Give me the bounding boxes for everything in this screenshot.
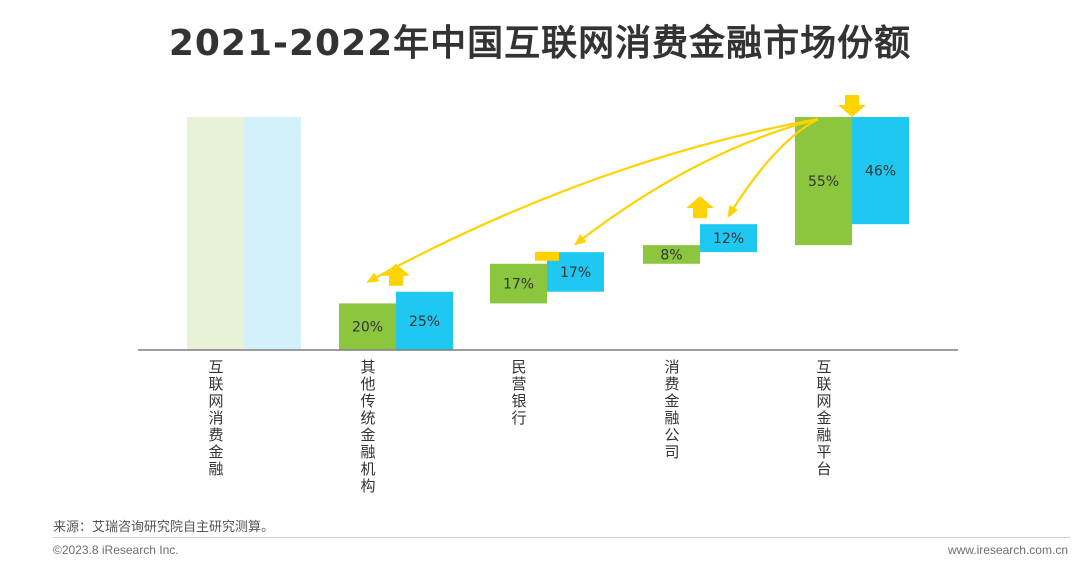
- category-label-2: 民营银行: [511, 358, 526, 427]
- bar-2022-3: [700, 224, 757, 253]
- data-label-2021-1: 20%: [352, 320, 383, 336]
- increase-arrow-icon-3: [686, 196, 714, 219]
- website-link[interactable]: www.iresearch.com.cn: [947, 543, 1068, 557]
- data-labels: 20% 25% 17% 17% 8% 12% 55% 46%: [352, 164, 896, 336]
- decrease-arrow-icon-4: [838, 95, 866, 117]
- data-label-2021-2: 17%: [503, 277, 534, 293]
- bar-2021-3: [643, 245, 700, 264]
- flow-arrow-3: [727, 118, 819, 218]
- chart-title: 2021-2022年中国互联网消费金融市场份额: [168, 23, 912, 64]
- source-note: 来源：艾瑞咨询研究院自主研究测算。: [53, 520, 275, 535]
- footer-divider: [53, 537, 1070, 538]
- data-label-2021-3: 8%: [660, 247, 682, 263]
- data-label-2021-4: 55%: [808, 174, 839, 190]
- bar-2022-1: [396, 291, 453, 350]
- data-label-2022-1: 25%: [409, 314, 440, 330]
- data-label-2022-2: 17%: [560, 265, 591, 281]
- bar-2022-0: [244, 117, 301, 350]
- data-label-2022-4: 46%: [865, 164, 896, 180]
- copyright-text: ©2023.8 iResearch Inc.: [53, 543, 179, 557]
- bar-2021-4: [795, 117, 852, 246]
- change-indicators: [382, 95, 866, 286]
- bars-layer: [187, 117, 909, 350]
- bar-2021-0: [187, 117, 244, 350]
- flow-arrows: [366, 117, 819, 283]
- increase-arrow-icon-1: [382, 263, 410, 286]
- category-label-4: 互联网金融平台: [816, 358, 831, 478]
- bar-2021-2: [490, 263, 547, 304]
- bar-2021-1: [339, 303, 396, 350]
- category-label-3: 消费金融公司: [664, 358, 679, 461]
- flow-arrow-2: [573, 117, 819, 246]
- flat-dash-icon-2: [535, 251, 559, 261]
- flow-arrow-1: [366, 117, 819, 283]
- data-label-2022-3: 12%: [713, 231, 744, 247]
- bar-2022-4: [852, 117, 909, 225]
- category-label-1: 其他传统金融机构: [360, 358, 375, 495]
- category-label-0: 互联网消费金融: [208, 358, 223, 478]
- category-labels: 互联网消费金融 其他传统金融机构 民营银行 消费金融公司 互联网金融平台: [208, 358, 831, 495]
